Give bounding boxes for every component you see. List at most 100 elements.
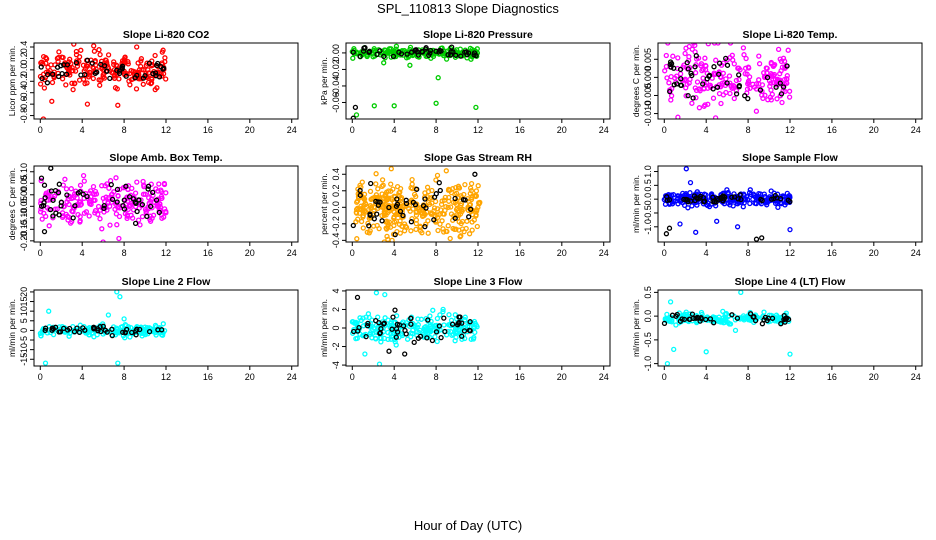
x-tick-label: 12 xyxy=(785,372,795,382)
data-point xyxy=(382,192,389,199)
x-tick-label: 16 xyxy=(203,248,213,258)
data-point xyxy=(62,176,68,182)
x-tick-label: 20 xyxy=(557,125,567,135)
data-point xyxy=(160,321,166,327)
data-point xyxy=(56,181,62,187)
x-tick-label: 0 xyxy=(350,248,355,258)
data-point xyxy=(765,97,771,103)
data-point xyxy=(712,115,719,119)
series-2-points xyxy=(38,166,162,235)
data-point xyxy=(102,183,108,189)
x-tick-label: 20 xyxy=(245,248,255,258)
data-point xyxy=(425,317,431,323)
data-point xyxy=(403,320,409,326)
data-point xyxy=(664,311,670,318)
data-point xyxy=(82,71,88,78)
data-point xyxy=(138,197,144,203)
data-point xyxy=(780,84,787,90)
data-point xyxy=(434,172,441,179)
data-point xyxy=(474,46,480,52)
y-axis-label: ml/min per min. xyxy=(7,299,17,357)
data-point xyxy=(389,326,395,332)
data-point xyxy=(59,76,66,82)
data-point xyxy=(444,228,450,235)
x-tick-label: 20 xyxy=(245,125,255,135)
data-point xyxy=(731,194,738,200)
data-point xyxy=(100,323,106,329)
x-tick-label: 0 xyxy=(662,372,667,382)
data-point xyxy=(440,308,446,315)
data-point xyxy=(145,186,151,192)
data-point xyxy=(61,62,67,68)
data-point xyxy=(787,198,793,205)
data-point xyxy=(737,67,743,73)
y-tick-label: 5 xyxy=(19,318,29,323)
data-point xyxy=(101,203,107,209)
data-point xyxy=(72,203,78,209)
data-point xyxy=(423,324,429,330)
data-point xyxy=(440,226,446,232)
data-point xyxy=(764,65,770,72)
data-point xyxy=(427,47,434,54)
data-point xyxy=(394,201,401,207)
data-point xyxy=(398,195,405,201)
data-point xyxy=(378,326,384,332)
data-point xyxy=(352,104,359,111)
data-point xyxy=(664,75,670,81)
data-point xyxy=(412,47,418,53)
data-point xyxy=(473,188,480,194)
data-point xyxy=(427,321,433,328)
data-point xyxy=(109,326,115,332)
data-point xyxy=(107,203,113,209)
data-point xyxy=(419,49,426,55)
data-point xyxy=(137,326,143,333)
data-point xyxy=(403,331,409,337)
data-point xyxy=(774,195,780,201)
y-axis-label: percent per min. xyxy=(319,173,329,234)
x-tick-label: 4 xyxy=(80,372,85,382)
data-point xyxy=(772,77,778,83)
data-point xyxy=(128,67,134,74)
data-point xyxy=(425,327,431,334)
data-point xyxy=(783,315,789,321)
data-point xyxy=(81,210,88,216)
data-point xyxy=(703,349,709,355)
data-point xyxy=(377,335,383,341)
x-tick-label: 12 xyxy=(161,372,171,382)
data-point xyxy=(711,320,717,326)
data-point xyxy=(365,311,372,317)
data-point xyxy=(753,236,760,242)
data-point xyxy=(148,80,154,87)
data-point xyxy=(350,55,356,61)
y-tick-label: 0.0 xyxy=(643,193,653,206)
data-point xyxy=(121,316,127,322)
x-tick-label: 16 xyxy=(203,125,213,135)
data-point xyxy=(459,333,465,339)
data-point xyxy=(701,103,707,109)
data-point xyxy=(386,46,393,52)
data-point xyxy=(418,210,424,216)
data-point xyxy=(434,338,440,345)
data-point xyxy=(134,208,140,215)
data-point xyxy=(720,315,726,321)
data-point xyxy=(386,219,393,225)
data-point xyxy=(49,79,56,86)
x-tick-label: 4 xyxy=(392,248,397,258)
data-point xyxy=(350,49,356,55)
data-point xyxy=(683,166,689,172)
x-tick-label: 8 xyxy=(746,372,751,382)
data-point xyxy=(689,46,695,52)
data-point xyxy=(710,86,716,92)
data-point xyxy=(678,82,684,88)
data-point xyxy=(761,70,767,76)
data-point xyxy=(661,320,668,327)
data-point xyxy=(400,323,407,329)
data-point xyxy=(365,220,371,226)
data-point xyxy=(127,82,133,88)
data-point xyxy=(726,73,733,79)
data-point xyxy=(725,191,731,197)
data-point xyxy=(448,204,454,210)
data-point xyxy=(69,80,75,86)
data-point xyxy=(351,328,357,335)
data-point xyxy=(786,88,793,94)
